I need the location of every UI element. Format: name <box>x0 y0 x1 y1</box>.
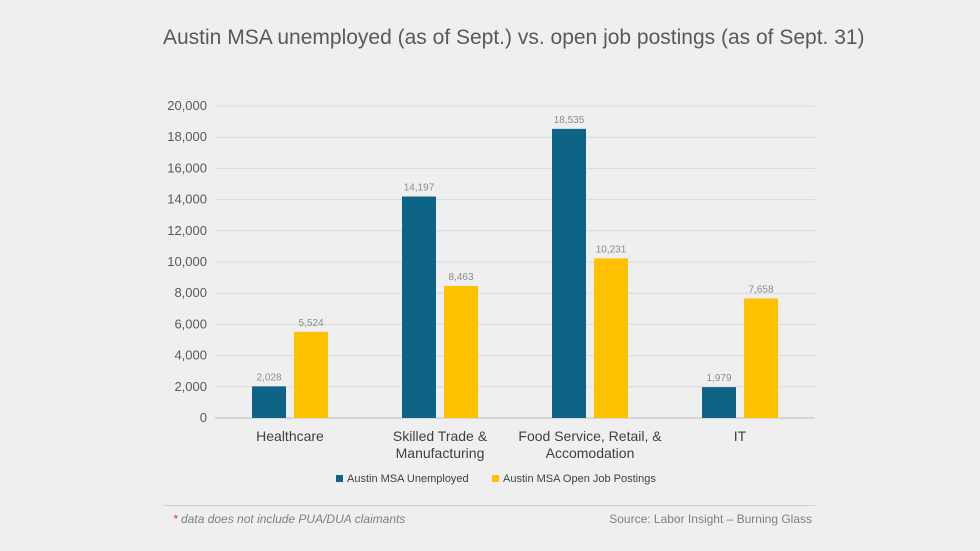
legend-swatch-open-postings <box>492 475 499 482</box>
source-note: Source: Labor Insight – Burning Glass <box>609 512 812 526</box>
y-tick-label: 18,000 <box>167 129 207 144</box>
bar-unemployed <box>702 387 736 418</box>
x-category-label: Manufacturing <box>396 445 485 461</box>
x-category-label: Food Service, Retail, & <box>518 428 662 444</box>
y-tick-label: 14,000 <box>167 192 207 207</box>
data-label: 14,197 <box>404 183 435 194</box>
y-tick-label: 2,000 <box>174 379 207 394</box>
y-tick-label: 16,000 <box>167 160 207 175</box>
y-tick-label: 0 <box>200 410 207 425</box>
data-label: 7,658 <box>748 285 773 296</box>
x-category-label: Healthcare <box>256 428 324 444</box>
y-tick-label: 4,000 <box>174 348 207 363</box>
footer-divider <box>163 505 815 506</box>
bar-open-postings <box>294 331 328 418</box>
x-category-label: Skilled Trade & <box>393 428 488 444</box>
x-category-label: Accomodation <box>546 445 635 461</box>
bar-chart: 0 2,000 4,000 6,000 8,000 10,000 12,000 14,000 1… <box>167 98 815 485</box>
legend-label: Austin MSA Unemployed <box>347 473 469 485</box>
data-label: 18,535 <box>554 115 585 126</box>
bar-unemployed <box>552 128 586 418</box>
bar-open-postings <box>594 258 628 418</box>
bar-open-postings <box>744 298 778 418</box>
y-tick-label: 6,000 <box>174 316 207 331</box>
data-label: 10,231 <box>596 244 627 255</box>
data-label: 1,979 <box>706 373 731 384</box>
legend-swatch-unemployed <box>336 475 343 482</box>
bar-unemployed <box>402 196 436 418</box>
y-tick-label: 12,000 <box>167 223 207 238</box>
bar-open-postings <box>444 285 478 418</box>
chart-title: Austin MSA unemployed (as of Sept.) vs. … <box>163 26 865 49</box>
data-label: 8,463 <box>448 272 473 283</box>
data-label: 2,028 <box>256 372 281 383</box>
y-tick-label: 20,000 <box>167 98 207 113</box>
footnote-marker: * <box>173 512 178 526</box>
x-category-label: IT <box>734 428 747 444</box>
footnote-text: data does not include PUA/DUA claimants <box>177 512 406 526</box>
bar-unemployed <box>252 386 286 418</box>
y-tick-label: 8,000 <box>174 285 207 300</box>
y-tick-label: 10,000 <box>167 254 207 269</box>
legend-label: Austin MSA Open Job Postings <box>503 473 656 485</box>
footnote: * data does not include PUA/DUA claimant… <box>173 512 405 526</box>
data-label: 5,524 <box>298 318 323 329</box>
